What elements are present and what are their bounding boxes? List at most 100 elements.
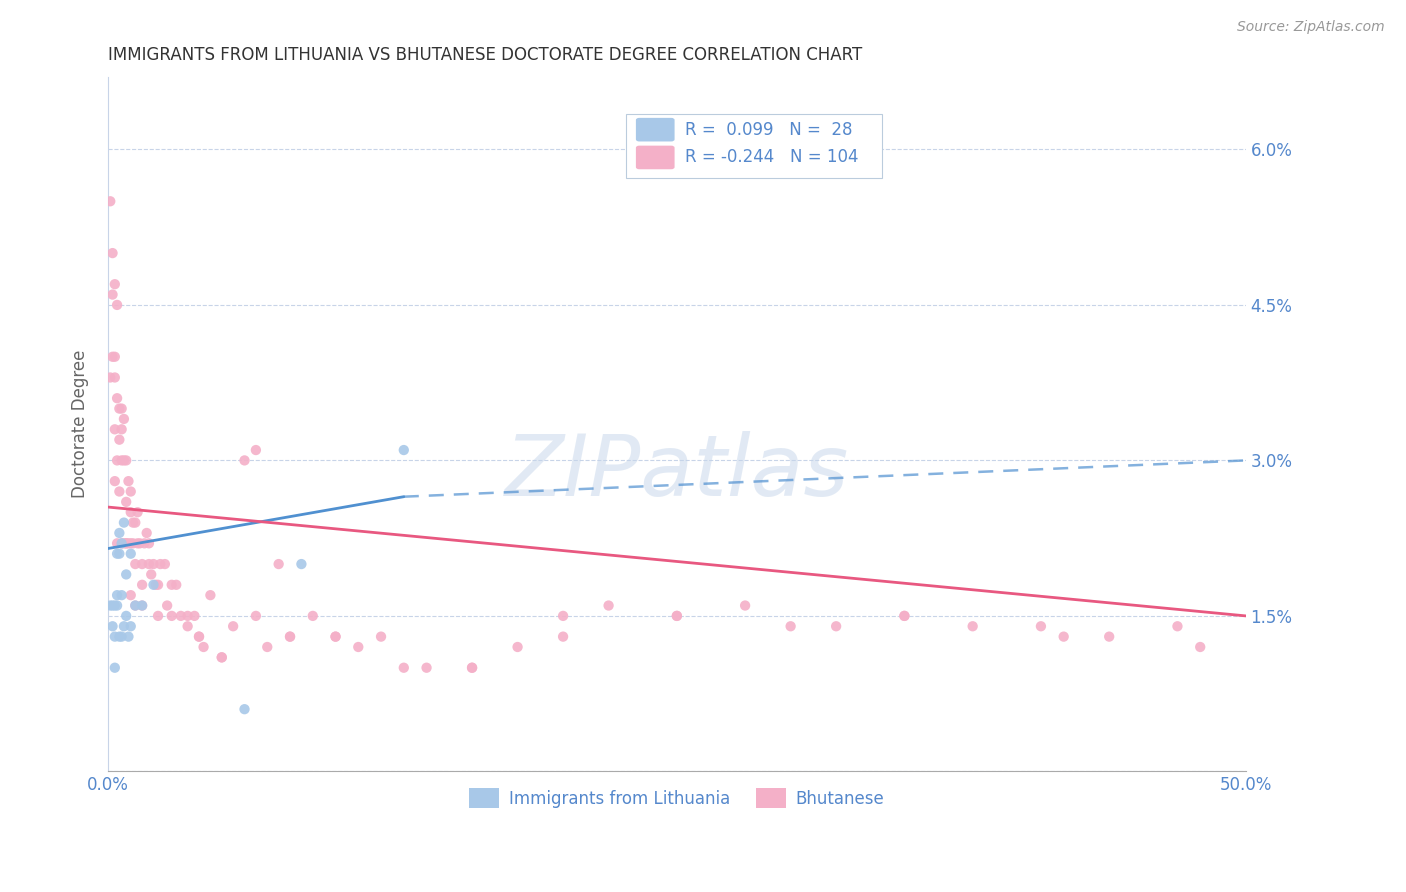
- Point: [111, 401, 134, 416]
- Point: [145, 578, 167, 592]
- Point: [506, 640, 529, 654]
- Point: [104, 370, 127, 384]
- Point: [415, 661, 437, 675]
- Point: [160, 608, 183, 623]
- Point: [142, 557, 165, 571]
- Point: [98, 599, 121, 613]
- Point: [138, 536, 160, 550]
- Point: [1098, 630, 1121, 644]
- Point: [222, 619, 245, 633]
- Point: [665, 608, 688, 623]
- Point: [962, 619, 984, 633]
- Point: [115, 495, 138, 509]
- Point: [105, 391, 128, 405]
- Point: [120, 536, 142, 550]
- Point: [392, 661, 415, 675]
- Point: [111, 422, 134, 436]
- Point: [101, 287, 124, 301]
- Point: [551, 630, 574, 644]
- Text: IMMIGRANTS FROM LITHUANIA VS BHUTANESE DOCTORATE DEGREE CORRELATION CHART: IMMIGRANTS FROM LITHUANIA VS BHUTANESE D…: [108, 46, 862, 64]
- Point: [104, 630, 127, 644]
- Point: [105, 453, 128, 467]
- Point: [111, 588, 134, 602]
- Point: [104, 599, 127, 613]
- Point: [131, 578, 153, 592]
- Point: [108, 433, 131, 447]
- Point: [124, 599, 146, 613]
- Point: [104, 277, 127, 292]
- Point: [193, 640, 215, 654]
- Point: [105, 599, 128, 613]
- Point: [120, 619, 142, 633]
- Point: [98, 194, 121, 209]
- Point: [138, 557, 160, 571]
- Point: [301, 608, 323, 623]
- Point: [104, 661, 127, 675]
- Point: [112, 536, 135, 550]
- Point: [267, 557, 290, 571]
- Point: [105, 536, 128, 550]
- Point: [105, 298, 128, 312]
- Point: [170, 608, 193, 623]
- Point: [278, 630, 301, 644]
- Point: [665, 608, 688, 623]
- Point: [461, 661, 484, 675]
- Point: [165, 578, 187, 592]
- Point: [598, 599, 620, 613]
- Point: [131, 599, 153, 613]
- Point: [176, 619, 198, 633]
- Point: [153, 557, 176, 571]
- Point: [1053, 630, 1076, 644]
- Text: R = -0.244   N = 104: R = -0.244 N = 104: [685, 148, 858, 167]
- Point: [146, 608, 169, 623]
- Point: [115, 536, 138, 550]
- Point: [211, 650, 233, 665]
- Point: [117, 474, 139, 488]
- Point: [347, 640, 370, 654]
- Point: [112, 619, 135, 633]
- Point: [245, 608, 267, 623]
- Point: [112, 412, 135, 426]
- Point: [115, 567, 138, 582]
- Point: [105, 547, 128, 561]
- Point: [779, 619, 801, 633]
- Point: [111, 630, 134, 644]
- Point: [135, 526, 157, 541]
- Point: [141, 567, 163, 582]
- Point: [325, 630, 347, 644]
- Text: Source: ZipAtlas.com: Source: ZipAtlas.com: [1237, 20, 1385, 34]
- Point: [120, 484, 142, 499]
- Point: [233, 702, 256, 716]
- Point: [131, 599, 153, 613]
- Point: [245, 443, 267, 458]
- Point: [734, 599, 756, 613]
- Point: [115, 453, 138, 467]
- Point: [160, 578, 183, 592]
- Point: [108, 484, 131, 499]
- FancyBboxPatch shape: [636, 118, 675, 142]
- Point: [111, 536, 134, 550]
- Point: [111, 536, 134, 550]
- FancyBboxPatch shape: [636, 145, 675, 169]
- Point: [1029, 619, 1052, 633]
- Point: [176, 608, 198, 623]
- Point: [233, 453, 256, 467]
- Point: [200, 588, 222, 602]
- Point: [188, 630, 211, 644]
- Point: [101, 350, 124, 364]
- Point: [124, 599, 146, 613]
- Point: [461, 661, 484, 675]
- Point: [893, 608, 915, 623]
- Point: [146, 578, 169, 592]
- Point: [825, 619, 848, 633]
- Point: [101, 599, 124, 613]
- Point: [111, 453, 134, 467]
- Point: [124, 557, 146, 571]
- Point: [183, 608, 205, 623]
- Point: [108, 630, 131, 644]
- Point: [128, 536, 150, 550]
- Point: [392, 443, 415, 458]
- Point: [105, 588, 128, 602]
- Point: [112, 453, 135, 467]
- Point: [325, 630, 347, 644]
